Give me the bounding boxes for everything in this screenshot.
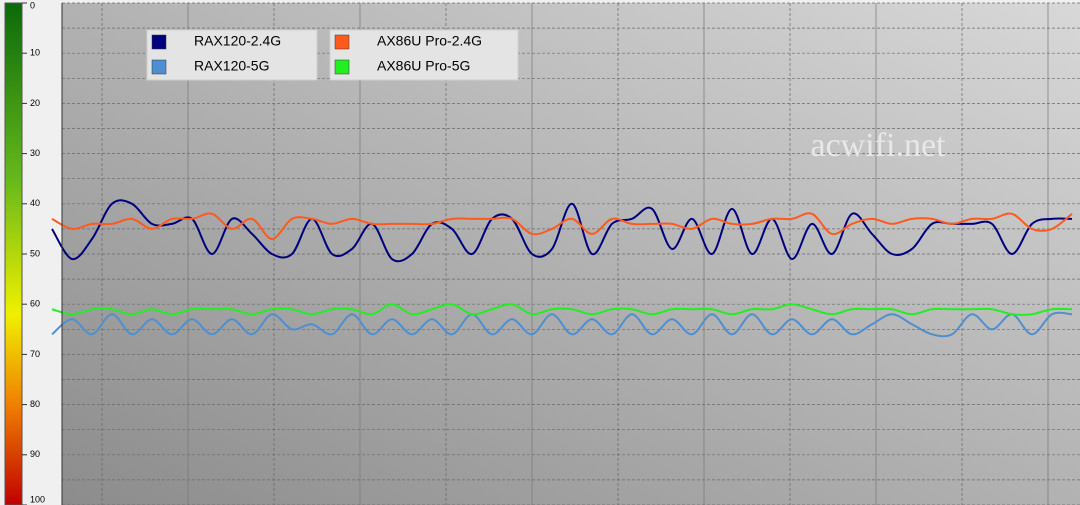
- y-tick-label: 100: [30, 494, 45, 504]
- series-line: [51, 212, 1073, 240]
- series-line: [51, 311, 1073, 338]
- y-tick-label: 50: [30, 248, 40, 258]
- legend-label: RAX120-5G: [194, 58, 269, 74]
- y-tick-label: 20: [30, 98, 40, 108]
- legend-box: [146, 29, 318, 81]
- y-tick-label: 0: [30, 0, 35, 10]
- legend-swatch: [151, 59, 167, 75]
- legend-label: AX86U Pro-2.4G: [377, 33, 482, 49]
- y-tick-label: 70: [30, 349, 40, 359]
- color-scale: [4, 2, 23, 505]
- plot-area: [62, 3, 1080, 505]
- legend-swatch: [334, 59, 350, 75]
- legend-swatch: [334, 34, 350, 50]
- y-tick-label: 60: [30, 299, 40, 309]
- legend-label: RAX120-2.4G: [194, 33, 281, 49]
- y-tick-label: 80: [30, 399, 40, 409]
- legend-label: AX86U Pro-5G: [377, 58, 470, 74]
- y-tick-label: 90: [30, 449, 40, 459]
- series-line: [51, 303, 1073, 316]
- watermark: acwifi.net: [811, 127, 947, 164]
- y-tick-label: 30: [30, 148, 40, 158]
- legend-box: [329, 29, 519, 81]
- y-tick-label: 10: [30, 48, 40, 58]
- y-tick-label: 40: [30, 198, 40, 208]
- legend-swatch: [151, 34, 167, 50]
